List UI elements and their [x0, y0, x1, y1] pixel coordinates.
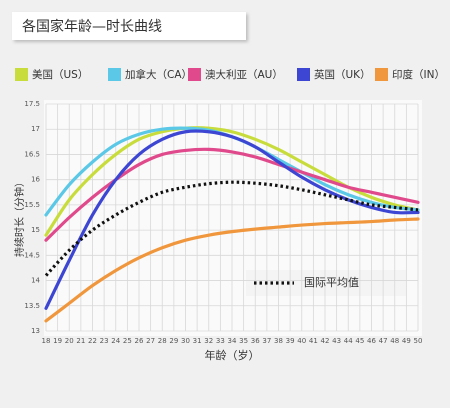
x-tick-label: 34	[228, 337, 237, 345]
legend-label: 澳大利亚（AU）	[205, 68, 283, 81]
series-line	[44, 180, 419, 277]
series-line	[44, 147, 420, 242]
x-tick-label: 18	[42, 337, 51, 345]
legend-swatch	[375, 68, 388, 81]
legend-label: 英国（UK）	[314, 68, 371, 81]
y-tick-label: 13	[31, 327, 40, 335]
x-tick-label: 32	[204, 337, 213, 345]
legend-swatch	[188, 68, 201, 81]
title-box	[12, 12, 246, 40]
y-tick-label: 15.5	[24, 201, 40, 209]
x-tick-label: 38	[274, 337, 283, 345]
legend-label: 美国（US）	[32, 68, 88, 81]
y-tick-label: 17	[31, 125, 40, 133]
x-tick-label: 44	[344, 337, 353, 345]
x-tick-label: 39	[286, 337, 295, 345]
x-tick-label: 45	[355, 337, 364, 345]
x-tick-label: 41	[309, 337, 318, 345]
x-tick-label: 23	[100, 337, 109, 345]
x-tick-label: 25	[123, 337, 132, 345]
y-tick-label: 14	[31, 277, 40, 285]
series-line	[44, 129, 420, 310]
x-tick-label: 22	[88, 337, 97, 345]
x-tick-label: 24	[111, 337, 120, 345]
legend-swatch	[108, 68, 121, 81]
chart-title: 各国家年龄—时长曲线	[22, 18, 162, 35]
plot-area	[44, 100, 422, 336]
legend-swatch	[15, 68, 28, 81]
x-tick-label: 19	[53, 337, 62, 345]
x-tick-label: 30	[181, 337, 190, 345]
legend-label: 加拿大（CA）	[125, 68, 192, 81]
y-tick-label: 16.5	[24, 150, 40, 158]
y-tick-label: 17.5	[24, 100, 40, 108]
x-tick-label: 40	[297, 337, 306, 345]
x-tick-label: 49	[402, 337, 411, 345]
x-tick-label: 33	[216, 337, 225, 345]
y-tick-label: 13.5	[24, 302, 40, 310]
x-tick-label: 46	[367, 337, 376, 345]
y-axis-label: 持续时长（分钟）	[13, 177, 26, 257]
x-tick-label: 50	[414, 337, 423, 345]
legend-swatch	[297, 68, 310, 81]
x-tick-label: 48	[390, 337, 399, 345]
x-tick-label: 47	[379, 337, 388, 345]
x-tick-label: 21	[76, 337, 85, 345]
x-tick-label: 31	[193, 337, 202, 345]
x-tick-label: 42	[321, 337, 330, 345]
series-line	[44, 217, 420, 323]
x-tick-label: 29	[169, 337, 178, 345]
x-tick-label: 35	[239, 337, 248, 345]
y-tick-label: 14.5	[24, 251, 40, 259]
x-tick-label: 20	[65, 337, 74, 345]
x-tick-label: 27	[146, 337, 155, 345]
y-tick-label: 15	[31, 226, 40, 234]
legend-label: 国际平均值	[304, 276, 359, 289]
x-tick-label: 43	[332, 337, 341, 345]
legend-label: 印度（IN）	[392, 68, 445, 81]
x-tick-label: 26	[135, 337, 144, 345]
y-tick-label: 16	[31, 176, 40, 184]
x-tick-label: 28	[158, 337, 167, 345]
x-axis-label: 年龄（岁）	[205, 348, 260, 362]
x-tick-label: 36	[251, 337, 260, 345]
x-tick-label: 37	[262, 337, 271, 345]
